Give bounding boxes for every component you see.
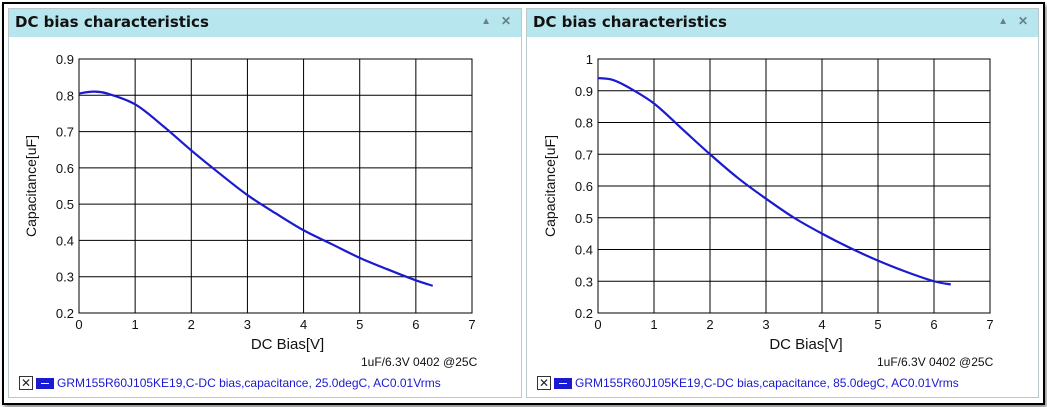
series-line [78, 90, 434, 287]
dc-bias-chart-25c: 0 1 2 3 4 5 6 7 0.2 0.3 0.4 0.5 0.6 0.7 0.8 0.9 DC Bias[… [23, 52, 476, 353]
panel-titlebar: DC bias characteristics ▲ ✕ [527, 9, 1038, 37]
chart-panel-25c: DC bias characteristics ▲ ✕ 0 1 2 3 4 5 6 7 0.2 0… [8, 8, 522, 398]
series-line [597, 76, 952, 286]
x-tick-label: 1 [132, 317, 139, 332]
y-tick-label: 0.4 [575, 243, 593, 258]
chart-panel-85c: DC bias characteristics ▲ ✕ 0 1 2 3 4 5 6 7 0.2 0… [526, 8, 1039, 398]
triangle-up-icon[interactable]: ▲ [998, 16, 1008, 27]
panel-titlebar: DC bias characteristics ▲ ✕ [9, 9, 521, 37]
x-tick-label: 3 [762, 317, 769, 332]
close-icon[interactable]: ✕ [500, 14, 511, 28]
dc-bias-chart-85c: 0 1 2 3 4 5 6 7 0.2 0.3 0.4 0.5 0.6 0.7 0.8 0.9 1 DC Bias… [542, 52, 994, 353]
y-tick-label: 0.3 [56, 270, 74, 285]
y-tick-label: 0.7 [56, 125, 74, 140]
legend-label: GRM155R60J105KE19,C-DC bias,capacitance,… [57, 376, 441, 390]
x-tick-label: 3 [244, 317, 251, 332]
y-tick-label: 0.8 [575, 116, 593, 131]
y-tick-label: 0.5 [56, 197, 74, 212]
y-tick-label: 0.2 [56, 306, 74, 321]
legend-swatch [554, 377, 572, 389]
y-tick-label: 0.5 [575, 211, 593, 226]
chart-legend: ✕ GRM155R60J105KE19,C-DC bias,capacitanc… [19, 375, 441, 391]
chart-legend: ✕ GRM155R60J105KE19,C-DC bias,capacitanc… [537, 375, 959, 391]
y-tick-label: 0.9 [575, 84, 593, 99]
plot-area [78, 58, 473, 314]
y-tick-label: 0.3 [575, 274, 593, 289]
x-tick-label: 1 [650, 317, 657, 332]
panel-title: DC bias characteristics [15, 13, 209, 31]
x-tick-label: 7 [986, 317, 993, 332]
chart-caption: 1uF/6.3V 0402 @25C [877, 355, 994, 369]
legend-label: GRM155R60J105KE19,C-DC bias,capacitance,… [575, 376, 959, 390]
x-tick-label: 0 [594, 317, 601, 332]
checkbox-x-icon[interactable]: ✕ [19, 376, 33, 390]
x-tick-label: 0 [75, 317, 82, 332]
y-axis-label: Capacitance[uF] [542, 135, 558, 237]
panel-title: DC bias characteristics [533, 13, 727, 31]
x-tick-label: 2 [706, 317, 713, 332]
y-tick-label: 0.2 [575, 306, 593, 321]
x-axis-label: DC Bias[V] [769, 336, 842, 353]
y-tick-label: 0.6 [575, 179, 593, 194]
y-tick-label: 0.7 [575, 147, 593, 162]
y-axis-label: Capacitance[uF] [23, 135, 39, 237]
x-tick-label: 6 [930, 317, 937, 332]
x-tick-label: 4 [818, 317, 825, 332]
x-tick-label: 6 [412, 317, 419, 332]
checkbox-x-icon[interactable]: ✕ [537, 376, 551, 390]
y-tick-label: 0.6 [56, 161, 74, 176]
x-axis-label: DC Bias[V] [251, 336, 324, 353]
close-icon[interactable]: ✕ [1017, 14, 1028, 28]
triangle-up-icon[interactable]: ▲ [481, 16, 491, 27]
legend-swatch [36, 377, 54, 389]
x-tick-label: 4 [300, 317, 307, 332]
chart-caption: 1uF/6.3V 0402 @25C [361, 355, 478, 369]
y-tick-label: 1 [586, 52, 593, 67]
y-tick-label: 0.9 [56, 52, 74, 67]
x-tick-label: 5 [356, 317, 363, 332]
y-tick-label: 0.4 [56, 233, 74, 248]
x-tick-label: 2 [188, 317, 195, 332]
x-tick-label: 7 [468, 317, 475, 332]
y-tick-label: 0.8 [56, 88, 74, 103]
x-tick-label: 5 [874, 317, 881, 332]
